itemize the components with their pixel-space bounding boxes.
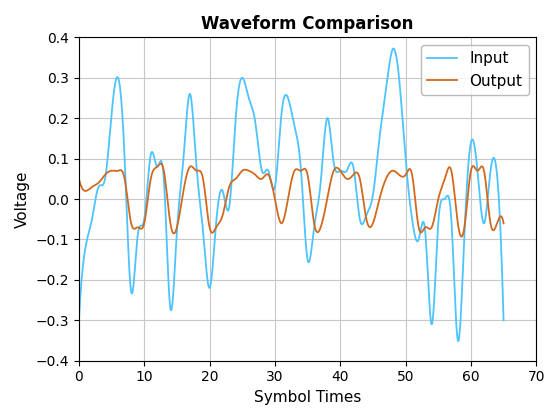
Output — [455, 227, 462, 232]
Input — [455, 339, 461, 344]
Output — [157, 161, 164, 166]
Input — [76, 318, 82, 323]
Y-axis label: Voltage: Voltage — [15, 170, 30, 228]
Output — [79, 186, 86, 191]
X-axis label: Symbol Times: Symbol Times — [254, 390, 361, 405]
Output — [500, 221, 507, 226]
Input — [456, 335, 463, 340]
Input — [85, 234, 91, 239]
Output — [265, 173, 272, 178]
Output — [339, 171, 346, 176]
Input — [265, 168, 272, 173]
Output — [85, 188, 91, 193]
Line: Output: Output — [79, 164, 503, 236]
Output — [318, 224, 324, 229]
Output — [458, 234, 465, 239]
Line: Input: Input — [79, 48, 503, 341]
Input — [79, 271, 86, 276]
Input — [338, 168, 345, 173]
Input — [500, 318, 507, 323]
Legend: Input, Output: Input, Output — [421, 45, 529, 95]
Input — [317, 182, 324, 187]
Title: Waveform Comparison: Waveform Comparison — [202, 15, 414, 33]
Input — [390, 46, 397, 51]
Output — [76, 176, 82, 181]
